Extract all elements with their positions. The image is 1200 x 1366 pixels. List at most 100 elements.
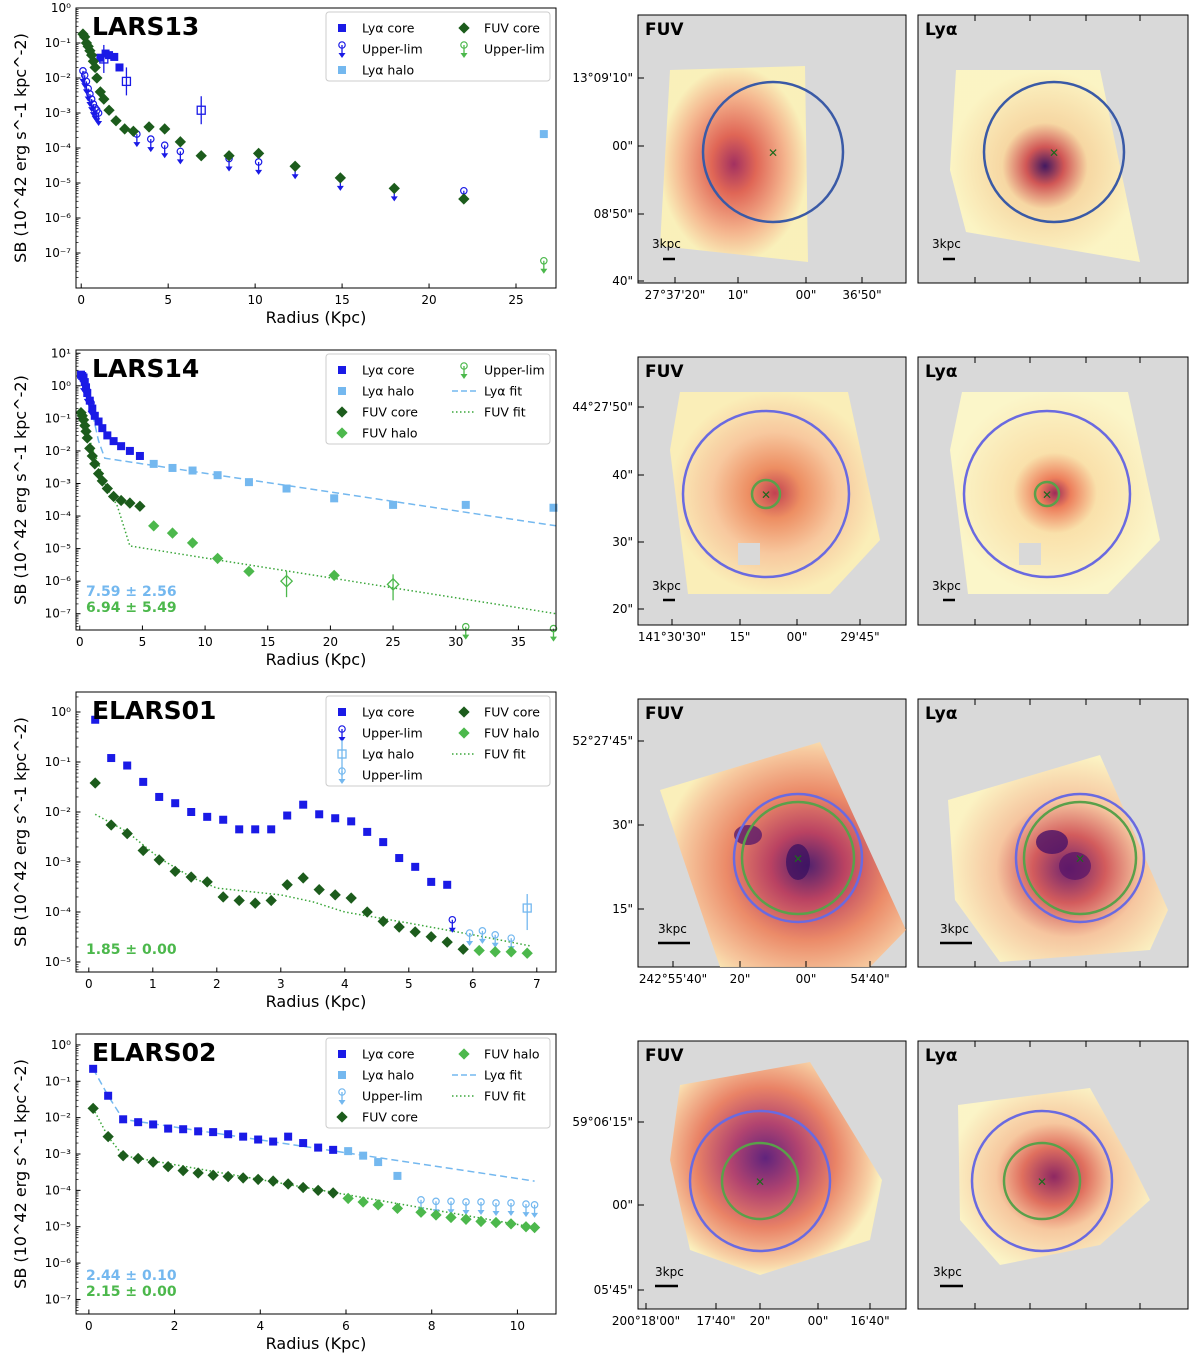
map-row-elars01: ✕ FUV 3kpc ✕ Lyα 3kpc xyxy=(637,698,1189,968)
lya-image xyxy=(948,755,1168,962)
x-tick-label: 15 xyxy=(260,635,275,649)
legend-marker xyxy=(338,66,346,74)
data-point xyxy=(473,944,485,957)
y-tick-label: 10⁻² xyxy=(45,71,72,85)
data-point xyxy=(117,442,126,451)
data-point xyxy=(177,1164,189,1177)
legend-label: FUV core xyxy=(484,705,540,720)
y-tick-label: 10⁻⁷ xyxy=(45,246,72,260)
x-tick-label: 10 xyxy=(510,1319,525,1333)
center-marker: ✕ xyxy=(761,488,771,502)
data-point-arrow-head xyxy=(491,942,499,948)
data-point xyxy=(147,1156,159,1168)
data-point xyxy=(281,879,293,891)
ra-tick-label: 54'40" xyxy=(850,972,889,986)
legend-marker xyxy=(338,1050,346,1058)
map-label: FUV xyxy=(645,1046,684,1066)
y-tick-label: 10⁻⁴ xyxy=(45,141,72,155)
data-point xyxy=(137,844,149,857)
data-point xyxy=(169,865,181,878)
data-point xyxy=(345,892,357,904)
data-point xyxy=(143,121,155,133)
dec-tick-label: 15" xyxy=(612,902,633,916)
data-point xyxy=(334,172,347,184)
data-point xyxy=(166,527,179,539)
legend-box xyxy=(325,353,551,445)
data-point xyxy=(209,1128,218,1137)
data-point xyxy=(149,1120,158,1129)
data-point xyxy=(162,1160,174,1173)
data-point xyxy=(123,761,132,770)
inner-aperture xyxy=(720,1141,800,1221)
data-point xyxy=(203,812,212,821)
data-point xyxy=(441,936,453,948)
inner-aperture xyxy=(740,800,856,916)
lya-image xyxy=(950,70,1140,262)
data-point xyxy=(239,1132,248,1141)
legend-label: FUV halo xyxy=(484,1047,540,1062)
y-tick-label: 10⁻⁶ xyxy=(45,211,72,225)
data-point xyxy=(134,500,146,512)
legend-label: FUV fit xyxy=(484,747,526,762)
legend-marker-arrow-head xyxy=(460,374,468,379)
data-point xyxy=(328,569,340,582)
y-axis-label: SB (10^42 erg s^-1 kpc^-2) xyxy=(11,717,30,947)
dec-tick-label: 13°09'10" xyxy=(572,71,633,85)
data-point-arrow-head xyxy=(255,169,263,175)
y-tick-label: 10⁻² xyxy=(45,1111,72,1125)
data-point xyxy=(251,825,260,834)
data-point xyxy=(249,897,261,909)
chart-lars13: 10⁰ 10⁻¹ 10⁻² 10⁻³ 10⁻⁴ 10⁻⁵ 10⁻⁶ 10⁻⁷ 0 5 10 15 20 2… xyxy=(11,1,557,327)
dec-tick-label: 40" xyxy=(612,468,633,482)
scale-label: 3kpc xyxy=(655,1265,684,1279)
data-point xyxy=(110,115,122,127)
data-point xyxy=(329,1145,338,1154)
y-tick-label: 10⁰ xyxy=(51,1,71,15)
data-point-arrow-head xyxy=(147,147,155,153)
data-point xyxy=(87,1102,99,1115)
data-point xyxy=(528,1221,541,1234)
ra-tick-label: 10" xyxy=(728,288,749,302)
legend-label: Lyα halo xyxy=(362,747,414,762)
x-tick-label: 0 xyxy=(77,293,85,307)
y-tick-label: 10⁻⁵ xyxy=(45,955,72,969)
data-point xyxy=(344,1147,353,1156)
data-point-arrow-head xyxy=(492,1210,500,1216)
data-point xyxy=(279,574,294,588)
x-tick-label: 5 xyxy=(139,635,147,649)
x-tick-label: 10 xyxy=(247,293,262,307)
scale-label: 3kpc xyxy=(658,922,687,936)
data-point xyxy=(79,373,88,382)
data-point xyxy=(237,1172,249,1184)
data-point xyxy=(289,160,301,172)
data-point xyxy=(94,417,103,426)
data-point xyxy=(283,811,292,820)
data-point xyxy=(217,891,229,903)
aperture-circle xyxy=(982,80,1126,224)
legend-label: FUV core xyxy=(362,1110,418,1125)
aperture-circle xyxy=(970,1109,1114,1253)
data-point xyxy=(409,926,421,938)
data-point xyxy=(460,1213,472,1225)
data-point xyxy=(267,825,276,834)
aperture-circle xyxy=(688,1109,832,1253)
legend-label: Upper-lim xyxy=(362,42,423,57)
data-point xyxy=(195,150,207,162)
data-point xyxy=(425,931,437,943)
data-point xyxy=(427,877,436,886)
data-point xyxy=(105,51,114,60)
x-tick-label: 5 xyxy=(405,977,413,991)
data-point xyxy=(105,819,117,831)
x-tick-label: 1 xyxy=(149,977,157,991)
aperture-circle xyxy=(732,792,864,924)
data-point xyxy=(315,810,324,819)
slope-annotation: 6.94 ± 5.49 xyxy=(86,600,177,616)
legend-label: Lyα fit xyxy=(484,384,522,399)
data-point xyxy=(102,1130,114,1143)
data-point xyxy=(244,478,253,487)
plot-frame xyxy=(75,349,557,631)
data-point xyxy=(164,1124,173,1133)
data-point-arrow-head xyxy=(87,410,95,416)
data-point xyxy=(207,1169,219,1181)
